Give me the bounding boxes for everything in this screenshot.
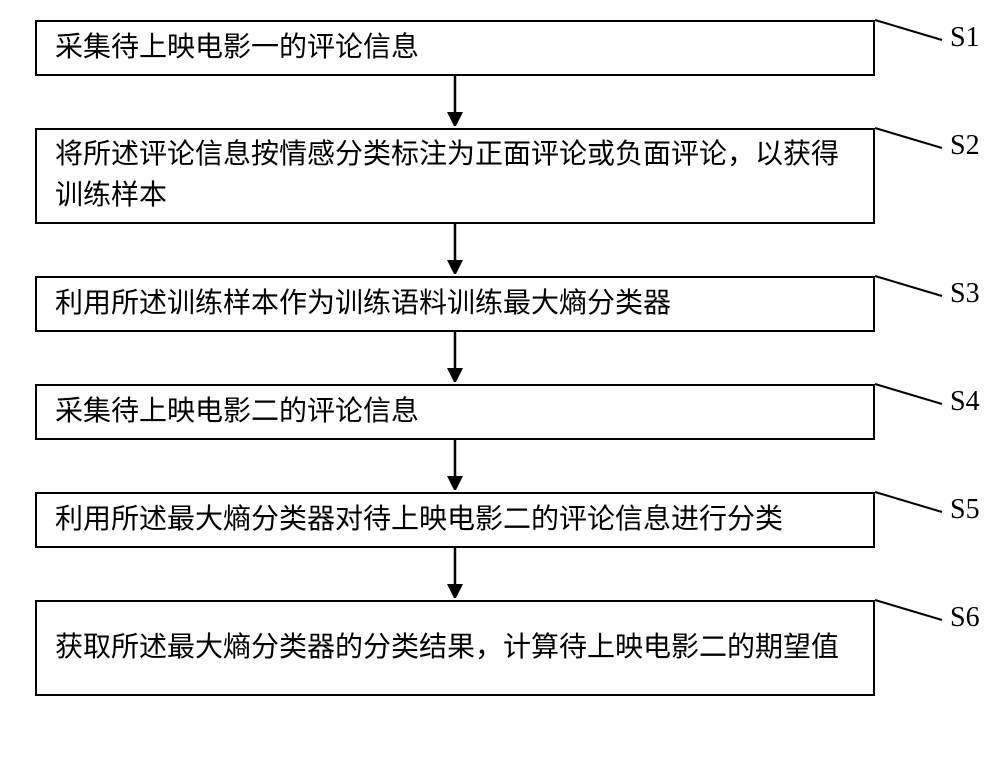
label-connector [873, 598, 944, 622]
label-connector [873, 274, 944, 298]
step-box-s1: 采集待上映电影一的评论信息 [35, 20, 875, 76]
label-connector [873, 490, 944, 514]
label-connector [873, 382, 944, 406]
label-connector [873, 18, 944, 42]
arrow-down-icon [435, 332, 475, 382]
step-text: 利用所述最大熵分类器对待上映电影二的评论信息进行分类 [55, 500, 783, 541]
step-box-s4: 采集待上映电影二的评论信息 [35, 384, 875, 440]
arrow-down-icon [435, 440, 475, 490]
step-text: 获取所述最大熵分类器的分类结果，计算待上映电影二的期望值 [55, 628, 839, 669]
label-connector [873, 126, 944, 150]
flowchart-canvas: 采集待上映电影一的评论信息 S1 将所述评论信息按情感分类标注为正面评论或负面评论，… [0, 0, 1000, 767]
step-label-s3: S3 [950, 278, 980, 310]
arrow-down-icon [435, 76, 475, 126]
step-label-s2: S2 [950, 130, 980, 162]
step-text: 利用所述训练样本作为训练语料训练最大熵分类器 [55, 284, 671, 325]
step-box-s5: 利用所述最大熵分类器对待上映电影二的评论信息进行分类 [35, 492, 875, 548]
step-label-s5: S5 [950, 494, 980, 526]
step-label-s4: S4 [950, 386, 980, 418]
step-label-s6: S6 [950, 602, 980, 634]
step-label-s1: S1 [950, 22, 980, 54]
step-box-s3: 利用所述训练样本作为训练语料训练最大熵分类器 [35, 276, 875, 332]
step-text: 采集待上映电影一的评论信息 [55, 28, 419, 69]
step-box-s2: 将所述评论信息按情感分类标注为正面评论或负面评论，以获得训练样本 [35, 128, 875, 224]
step-text: 将所述评论信息按情感分类标注为正面评论或负面评论，以获得训练样本 [55, 135, 855, 216]
arrow-down-icon [435, 548, 475, 598]
arrow-down-icon [435, 224, 475, 274]
step-box-s6: 获取所述最大熵分类器的分类结果，计算待上映电影二的期望值 [35, 600, 875, 696]
step-text: 采集待上映电影二的评论信息 [55, 392, 419, 433]
